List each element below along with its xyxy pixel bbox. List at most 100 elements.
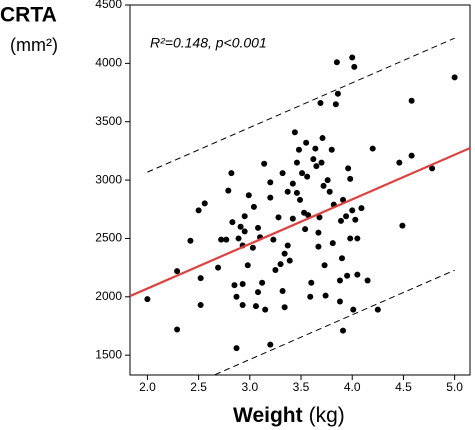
- point: [239, 280, 246, 287]
- point: [267, 179, 274, 186]
- y-tick-label: 3500: [95, 114, 122, 128]
- point: [364, 277, 371, 284]
- point: [340, 327, 347, 334]
- point: [262, 306, 269, 313]
- point: [315, 243, 322, 250]
- point: [289, 180, 296, 187]
- point: [316, 214, 323, 221]
- x-tick-label: 2.0: [139, 380, 156, 394]
- point: [347, 235, 354, 242]
- plot-frame: [129, 4, 471, 376]
- point: [396, 159, 403, 166]
- point: [241, 213, 248, 220]
- point: [235, 235, 242, 242]
- x-tick-label: 3.0: [241, 380, 258, 394]
- x-tick-label: 5.0: [446, 380, 463, 394]
- point: [293, 159, 300, 166]
- point: [215, 264, 222, 271]
- point: [286, 257, 293, 264]
- point: [267, 341, 274, 348]
- x-tick-label: 4.0: [344, 380, 361, 394]
- point: [299, 170, 306, 177]
- point: [195, 207, 202, 214]
- point: [333, 59, 340, 66]
- point: [267, 194, 274, 201]
- point: [350, 306, 357, 313]
- point: [344, 272, 351, 279]
- point: [197, 275, 204, 282]
- point: [241, 228, 248, 235]
- point: [305, 212, 312, 219]
- x-tick-label: 3.5: [293, 380, 310, 394]
- point: [349, 54, 356, 61]
- point: [374, 306, 381, 313]
- point: [337, 217, 344, 224]
- point: [347, 175, 354, 182]
- point: [187, 237, 194, 244]
- point: [329, 240, 336, 247]
- point: [295, 146, 302, 153]
- point: [345, 165, 352, 172]
- point: [293, 189, 300, 196]
- point: [322, 292, 329, 299]
- y-tick-label: 3000: [95, 172, 122, 186]
- point: [320, 182, 327, 189]
- y-tick-label: 2000: [95, 289, 122, 303]
- y-tick-label: 4500: [95, 0, 122, 11]
- regression-line: [130, 147, 470, 298]
- point: [307, 293, 314, 300]
- point: [281, 250, 288, 257]
- point: [291, 129, 298, 136]
- point: [451, 74, 458, 81]
- point: [343, 213, 350, 220]
- point: [174, 268, 181, 275]
- point: [255, 289, 262, 296]
- point: [279, 287, 286, 294]
- point: [338, 255, 345, 262]
- y-tick-label: 4000: [95, 56, 122, 70]
- y-axis-label: CRTA: [0, 4, 57, 27]
- point: [201, 200, 208, 207]
- point: [310, 156, 317, 163]
- prediction-line: [147, 37, 455, 173]
- point: [352, 216, 359, 223]
- annotation: R²=0.148, p<0.001: [150, 35, 267, 51]
- point: [354, 235, 361, 242]
- y-axis-unit: (mm²): [10, 35, 58, 55]
- point: [336, 277, 343, 284]
- point: [324, 177, 331, 184]
- prediction-line: [214, 269, 455, 375]
- point: [275, 214, 282, 221]
- point: [249, 244, 256, 251]
- point: [321, 262, 328, 269]
- point: [319, 135, 326, 142]
- point: [408, 152, 415, 159]
- y-tick-label: 2500: [95, 231, 122, 245]
- point: [349, 207, 356, 214]
- point: [308, 279, 315, 286]
- point: [218, 236, 225, 243]
- point: [174, 326, 181, 333]
- point: [255, 224, 262, 231]
- point: [279, 170, 286, 177]
- point: [315, 229, 322, 236]
- point: [408, 97, 415, 104]
- point: [429, 165, 436, 172]
- point: [237, 223, 244, 230]
- point: [289, 215, 296, 222]
- point: [259, 279, 266, 286]
- point: [233, 345, 240, 352]
- point: [228, 170, 235, 177]
- point: [297, 196, 303, 203]
- point: [272, 266, 279, 273]
- point: [284, 188, 291, 195]
- point: [284, 242, 291, 249]
- point: [318, 159, 325, 166]
- point: [231, 282, 238, 289]
- point: [351, 63, 358, 70]
- point: [270, 236, 277, 243]
- x-axis-label-main: Weight: [233, 404, 303, 427]
- point: [302, 226, 309, 233]
- point: [252, 303, 259, 310]
